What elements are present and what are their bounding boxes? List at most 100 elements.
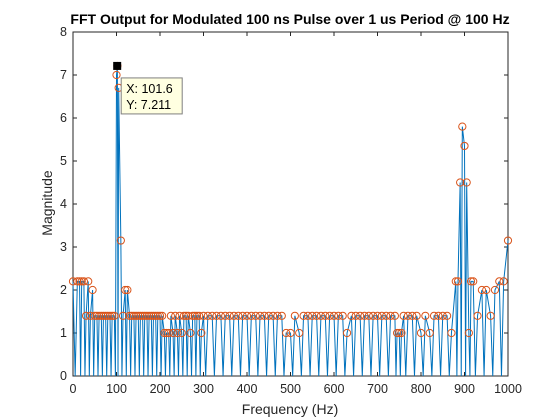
x-tick-label: 0 — [70, 382, 77, 396]
data-point-marker — [238, 311, 247, 320]
data-point-marker — [466, 277, 476, 286]
y-tick-label: 2 — [60, 283, 67, 297]
data-point-marker — [118, 311, 128, 320]
data-point-marker — [412, 311, 421, 320]
data-point-marker — [75, 277, 84, 286]
datatip-marker[interactable] — [113, 61, 122, 70]
data-point-marker — [260, 311, 269, 320]
data-point-marker — [225, 311, 234, 320]
data-point-marker — [499, 277, 508, 286]
data-point-marker — [186, 328, 195, 338]
data-point-marker — [203, 311, 212, 320]
data-point-marker — [73, 277, 82, 286]
data-point-marker — [286, 328, 295, 338]
data-point-marker — [295, 328, 304, 338]
data-point-marker — [188, 311, 197, 320]
data-point-marker — [97, 311, 106, 320]
data-point-marker — [438, 311, 447, 320]
data-point-marker — [155, 311, 165, 320]
data-point-marker — [179, 311, 189, 320]
y-tick-label: 8 — [60, 25, 67, 39]
data-point-marker — [264, 311, 273, 320]
y-tick-label: 5 — [60, 154, 67, 168]
data-point-marker — [195, 311, 204, 320]
datatip-box[interactable] — [120, 77, 183, 115]
data-point-marker — [321, 311, 330, 320]
data-point-marker — [429, 311, 439, 320]
data-point-marker — [277, 311, 286, 320]
data-point-marker — [158, 311, 167, 320]
data-point-marker — [197, 328, 206, 338]
data-point-marker — [456, 178, 465, 187]
x-tick-label: 400 — [237, 382, 258, 396]
data-point-marker — [443, 311, 452, 320]
x-axis-label: Frequency (Hz) — [242, 401, 338, 417]
data-point-marker — [129, 311, 138, 320]
data-point-marker — [392, 328, 402, 338]
data-point-marker — [79, 277, 88, 286]
x-tick-label: 200 — [150, 382, 171, 396]
data-point-marker — [142, 311, 152, 320]
data-point-marker — [312, 311, 321, 320]
data-point-marker — [90, 311, 99, 320]
data-point-marker — [329, 311, 339, 320]
data-point-marker — [145, 311, 154, 320]
data-point-marker — [131, 311, 141, 320]
data-point-marker — [147, 311, 156, 320]
data-point-marker — [190, 311, 199, 320]
data-point-marker — [138, 311, 147, 320]
data-point-marker — [369, 311, 378, 320]
data-point-marker — [473, 311, 482, 320]
data-point-marker — [168, 328, 178, 338]
data-point-marker — [377, 311, 386, 320]
data-point-marker — [184, 311, 193, 320]
data-point-marker — [112, 70, 121, 80]
data-point-marker — [503, 236, 513, 245]
data-point-marker — [460, 141, 469, 151]
data-point-marker — [151, 311, 160, 320]
data-point-marker — [99, 311, 108, 320]
data-point-marker — [486, 311, 495, 320]
data-point-marker — [123, 285, 132, 295]
x-tick-label: 100 — [106, 382, 127, 396]
data-point-marker — [453, 277, 463, 286]
data-point-marker — [356, 311, 365, 320]
data-point-marker — [136, 311, 145, 320]
data-point-marker — [175, 311, 184, 320]
data-point-marker — [177, 328, 186, 338]
y-tick-label: 3 — [60, 240, 67, 254]
data-point-marker — [149, 311, 158, 320]
data-point-marker — [469, 277, 478, 286]
data-point-marker — [458, 122, 467, 131]
data-point-marker — [173, 328, 182, 338]
data-point-marker — [382, 311, 391, 320]
data-point-marker — [110, 311, 119, 320]
data-point-marker — [282, 328, 291, 338]
data-point-marker — [121, 285, 130, 295]
data-point-marker — [373, 311, 382, 320]
data-point-marker — [95, 311, 104, 320]
data-point-marker — [351, 311, 360, 320]
data-point-marker — [221, 311, 230, 320]
y-tick-label: 1 — [60, 326, 67, 340]
data-point-marker — [108, 311, 117, 320]
chart-title: FFT Output for Modulated 100 ns Pulse ov… — [70, 11, 509, 27]
data-point-marker — [242, 311, 252, 320]
data-point-marker — [164, 328, 173, 338]
data-point-marker — [390, 311, 399, 320]
data-point-marker — [127, 311, 136, 320]
data-point-marker — [464, 328, 473, 338]
data-point-marker — [103, 311, 112, 320]
plot-area[interactable]: 0 100 200 300 400 500 600 700 800 900 1000 0 1 2 3 4 5 6 7… — [60, 25, 522, 396]
data-point-marker — [88, 285, 97, 295]
data-point-marker — [84, 277, 93, 286]
data-point-marker — [208, 311, 217, 320]
data-point-marker — [182, 311, 191, 320]
data-point-marker — [255, 311, 265, 320]
data-point-marker — [303, 311, 312, 320]
y-tick-label: 4 — [60, 197, 67, 211]
datatip-y-text: Y: 7.211 — [126, 98, 171, 112]
data-point-marker — [160, 328, 169, 338]
data-point-marker — [105, 311, 115, 320]
